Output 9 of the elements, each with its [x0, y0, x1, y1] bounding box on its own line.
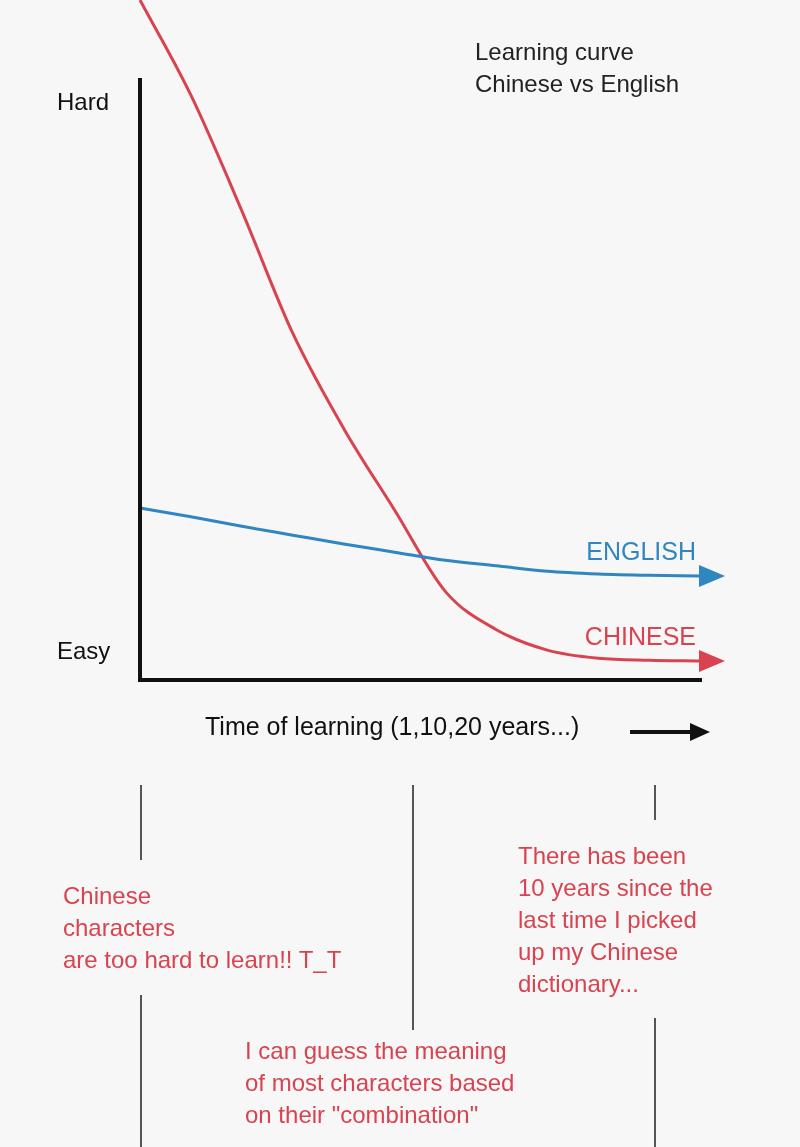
text: Learning curve Chinese vs English [475, 37, 680, 99]
series-label: ENGLISH [586, 537, 696, 566]
x-axis-title: Time of learning (1,10,20 years...) [205, 712, 580, 741]
text: There has been 10 years since the last time I picked up my Chinese dictionary... [518, 841, 713, 999]
series-label: CHINESE [584, 622, 696, 651]
text: Easy [57, 637, 111, 665]
text: I can guess the meaning of most characters based on their "combination" [245, 1036, 515, 1130]
text: Hard [57, 88, 110, 116]
text: Chinese characters are too hard to learn!! T_T [63, 881, 342, 975]
